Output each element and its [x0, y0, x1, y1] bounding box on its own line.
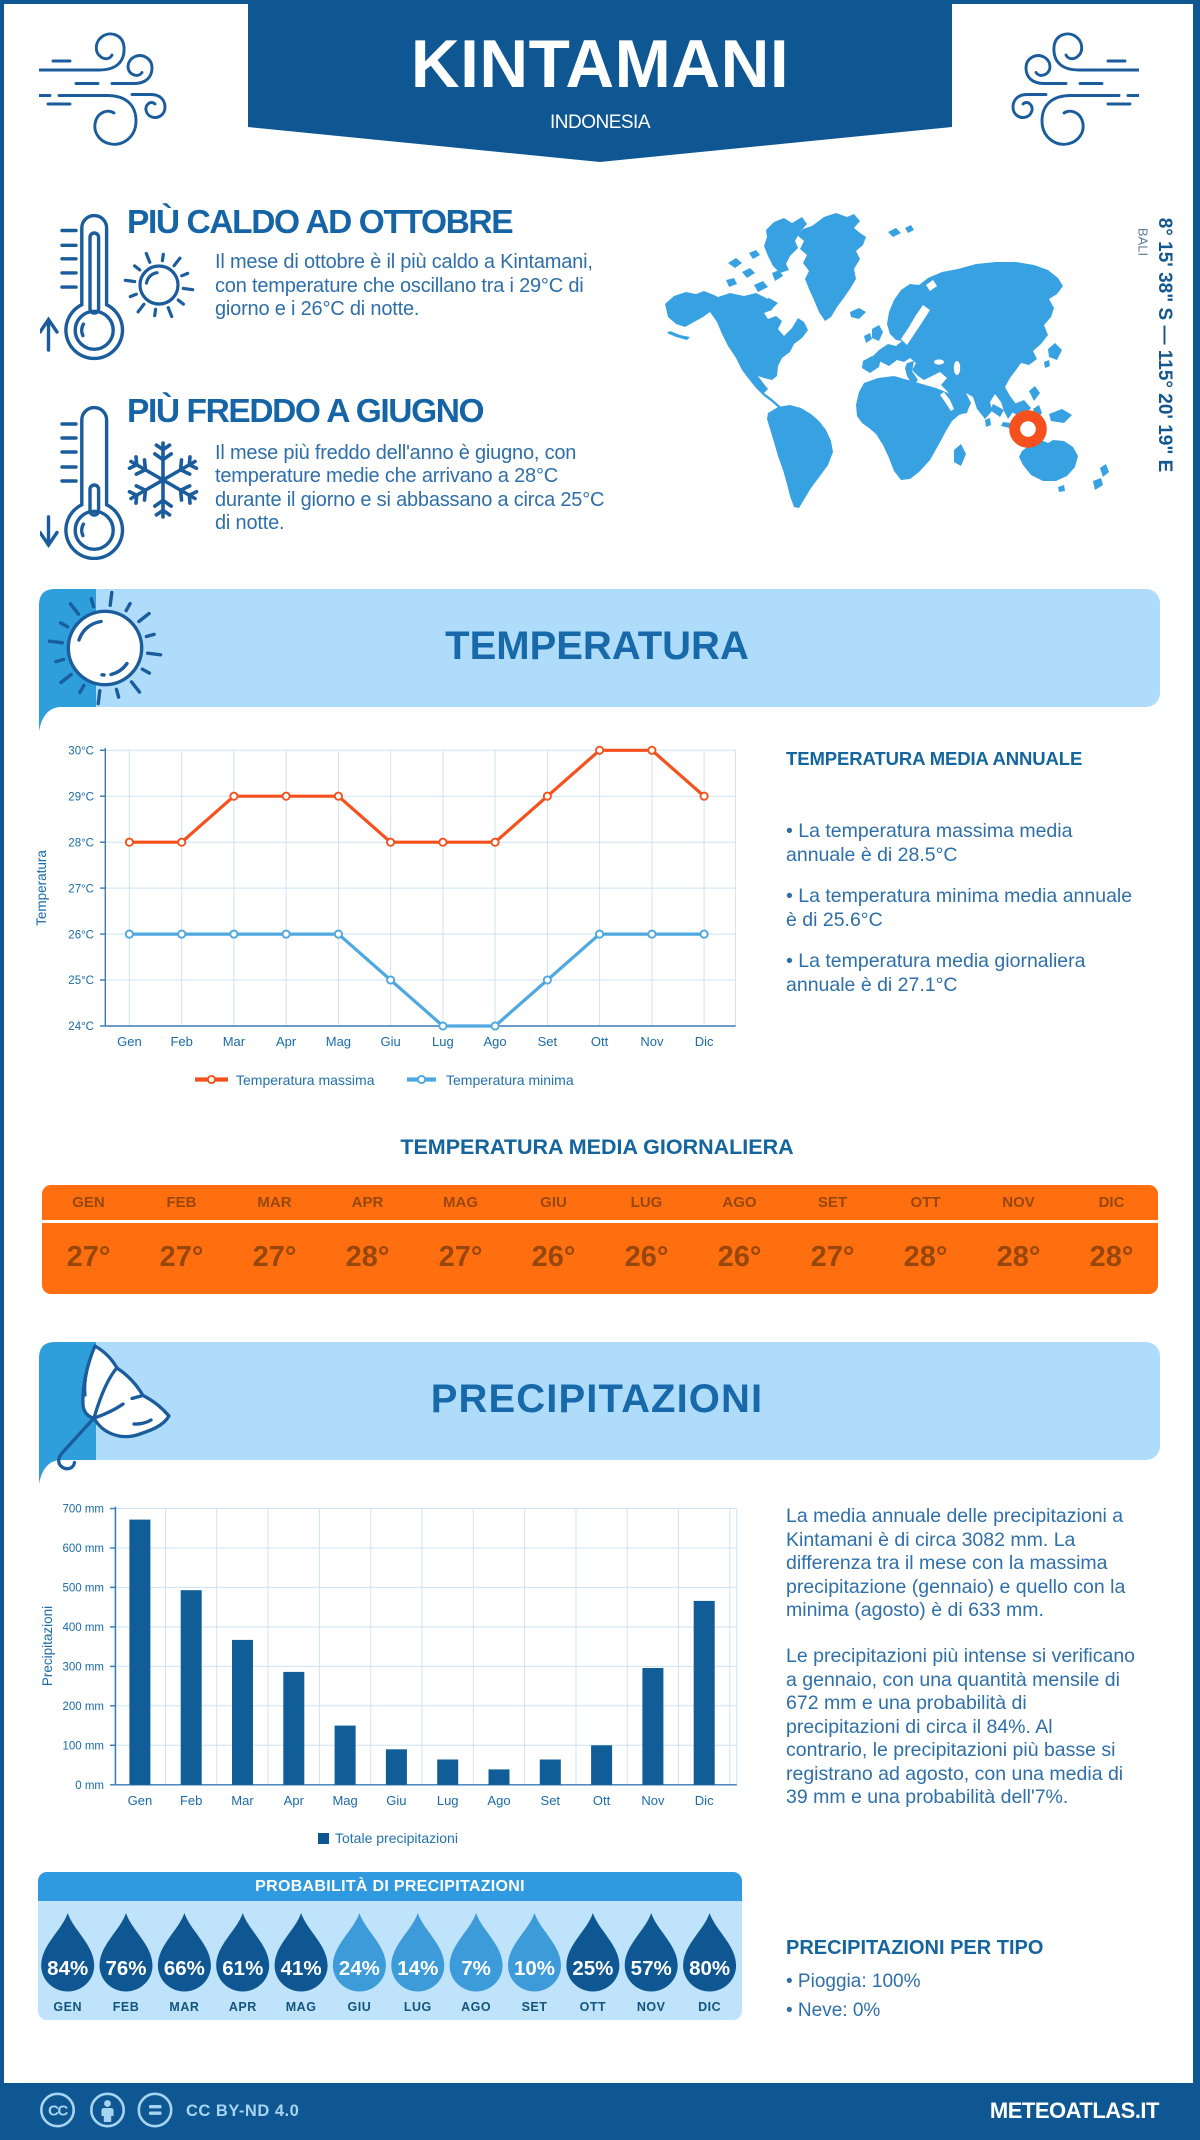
svg-text:Set: Set: [538, 1034, 558, 1049]
svg-text:Apr: Apr: [276, 1034, 297, 1049]
svg-text:Gen: Gen: [128, 1793, 153, 1808]
svg-text:CC: CC: [48, 2103, 68, 2120]
svg-text:14%: 14%: [397, 1957, 438, 1980]
svg-text:25%: 25%: [572, 1957, 613, 1980]
svg-text:FEB: FEB: [113, 2000, 140, 2014]
svg-text:100 mm: 100 mm: [62, 1741, 104, 1753]
svg-text:61%: 61%: [222, 1957, 263, 1980]
svg-text:Gen: Gen: [117, 1034, 142, 1049]
svg-text:Giu: Giu: [380, 1034, 400, 1049]
svg-text:400 mm: 400 mm: [62, 1622, 104, 1634]
svg-text:80%: 80%: [689, 1957, 730, 1980]
svg-text:Giu: Giu: [386, 1793, 406, 1808]
svg-text:SET: SET: [522, 2000, 548, 2014]
svg-text:Mar: Mar: [231, 1793, 254, 1808]
svg-text:Temperatura: Temperatura: [34, 850, 49, 926]
svg-text:Feb: Feb: [170, 1034, 192, 1049]
svg-text:NOV: NOV: [637, 2000, 666, 2014]
svg-text:AGO: AGO: [461, 2000, 491, 2014]
svg-text:300 mm: 300 mm: [62, 1662, 104, 1674]
svg-text:0 mm: 0 mm: [75, 1780, 104, 1792]
svg-text:Apr: Apr: [284, 1793, 305, 1808]
svg-text:Set: Set: [541, 1793, 561, 1808]
svg-text:Ott: Ott: [591, 1034, 609, 1049]
svg-text:Dic: Dic: [695, 1793, 714, 1808]
svg-text:84%: 84%: [47, 1957, 88, 1980]
svg-text:66%: 66%: [164, 1957, 205, 1980]
svg-text:Temperatura minima: Temperatura minima: [446, 1072, 574, 1088]
svg-text:Mar: Mar: [223, 1034, 246, 1049]
svg-text:Lug: Lug: [437, 1793, 459, 1808]
svg-text:Dic: Dic: [695, 1034, 714, 1049]
svg-text:Nov: Nov: [641, 1793, 665, 1808]
svg-text:27°C: 27°C: [68, 883, 94, 895]
svg-text:76%: 76%: [105, 1957, 146, 1980]
svg-text:Feb: Feb: [180, 1793, 202, 1808]
svg-text:Mag: Mag: [326, 1034, 351, 1049]
svg-text:MAG: MAG: [286, 2000, 317, 2014]
svg-text:Lug: Lug: [432, 1034, 454, 1049]
svg-text:57%: 57%: [631, 1957, 672, 1980]
svg-text:30°C: 30°C: [68, 746, 94, 758]
svg-text:29°C: 29°C: [68, 792, 94, 804]
svg-text:OTT: OTT: [580, 2000, 607, 2014]
svg-text:24%: 24%: [339, 1957, 380, 1980]
svg-text:Nov: Nov: [640, 1034, 664, 1049]
svg-text:MAR: MAR: [169, 2000, 199, 2014]
svg-text:DIC: DIC: [698, 2000, 721, 2014]
svg-text:GEN: GEN: [53, 2000, 82, 2014]
svg-text:Temperatura massima: Temperatura massima: [236, 1072, 375, 1088]
svg-text:700 mm: 700 mm: [62, 1504, 104, 1516]
svg-text:Totale precipitazioni: Totale precipitazioni: [335, 1830, 458, 1846]
svg-text:Mag: Mag: [332, 1793, 357, 1808]
svg-text:41%: 41%: [281, 1957, 322, 1980]
svg-text:Ago: Ago: [487, 1793, 510, 1808]
svg-text:24°C: 24°C: [68, 1021, 94, 1033]
svg-text:600 mm: 600 mm: [62, 1543, 104, 1555]
svg-text:GIU: GIU: [348, 2000, 372, 2014]
svg-text:10%: 10%: [514, 1957, 555, 1980]
svg-text:APR: APR: [229, 2000, 257, 2014]
svg-text:Ago: Ago: [484, 1034, 507, 1049]
svg-text:500 mm: 500 mm: [62, 1583, 104, 1595]
svg-text:200 mm: 200 mm: [62, 1701, 104, 1713]
svg-text:25°C: 25°C: [68, 975, 94, 987]
svg-text:28°C: 28°C: [68, 837, 94, 849]
svg-text:Ott: Ott: [593, 1793, 611, 1808]
svg-text:LUG: LUG: [404, 2000, 432, 2014]
svg-text:7%: 7%: [461, 1957, 491, 1980]
svg-text:Precipitazioni: Precipitazioni: [40, 1606, 55, 1686]
svg-text:26°C: 26°C: [68, 929, 94, 941]
